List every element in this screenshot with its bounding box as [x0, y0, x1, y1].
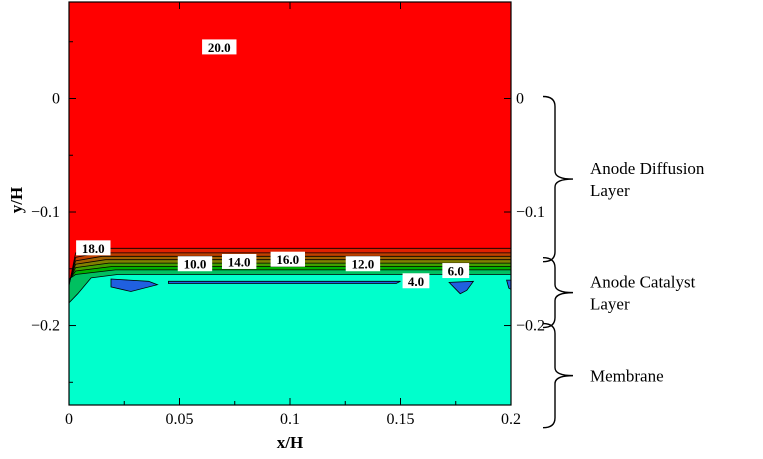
region-annotations: Anode Diffusion Layer Anode Catalyst Layer M…: [542, 95, 705, 429]
contour-labels: 20.0 18.0 10.0 14.0 16.0 12.0 4.0 6.0: [76, 39, 470, 289]
min-pocket: [448, 280, 475, 295]
axis-ticks: 0 0.05 0.1 0.15 0.2 0 −0.1 −0.2 0 −0.1 −0.2: [31, 2, 545, 428]
contour-label-box: [345, 256, 381, 272]
contour-label-box: [402, 273, 430, 289]
region-label: Anode Diffusion: [590, 159, 705, 178]
x-tick-label: 0.2: [501, 411, 521, 428]
contour-line: [69, 274, 511, 304]
contour-label: 12.0: [352, 257, 375, 272]
y-axis-title: y/H: [7, 187, 26, 213]
right-tick-label: 0: [516, 90, 524, 107]
region-label: Anode Catalyst: [590, 273, 696, 292]
low-value-region: [69, 274, 511, 405]
x-tick-label: 0.1: [280, 411, 300, 428]
contour-label-box: [177, 256, 213, 272]
region-brace: [542, 256, 574, 329]
y-tick-label: 0: [52, 90, 60, 107]
contour-label-box: [270, 251, 305, 267]
region-label: Layer: [590, 295, 630, 314]
contour-line: [69, 269, 511, 280]
contour-label: 4.0: [408, 274, 424, 289]
region-label: Membrane: [590, 367, 664, 386]
x-tick-label: 0.15: [387, 411, 415, 428]
contour-label: 14.0: [228, 254, 251, 269]
y-tick-label: −0.1: [31, 204, 60, 221]
min-pocket: [167, 280, 401, 284]
contour-label-box: [202, 39, 237, 55]
region-label: Layer: [590, 181, 630, 200]
x-axis-title: x/H: [277, 433, 303, 452]
contour-label: 10.0: [184, 257, 207, 272]
contour-line: [69, 259, 511, 283]
region-brace: [542, 95, 574, 263]
contour-label-box: [442, 263, 470, 279]
contour-label: 6.0: [448, 264, 464, 279]
contour-fills: [69, 2, 511, 405]
min-pocket: [506, 279, 511, 290]
contour-label-box: [76, 240, 111, 256]
right-tick-label: −0.1: [516, 204, 545, 221]
contour-line: [69, 266, 511, 281]
contour-label: 16.0: [276, 252, 299, 267]
region-brace: [542, 322, 574, 429]
y-tick-label: −0.2: [31, 318, 60, 335]
contour-label: 18.0: [82, 241, 105, 256]
contour-label-box: [221, 253, 257, 269]
x-tick-label: 0.05: [166, 411, 194, 428]
min-pocket: [110, 278, 159, 292]
x-tick-label: 0: [65, 411, 73, 428]
contour-line: [69, 262, 511, 282]
right-tick-label: −0.2: [516, 318, 545, 335]
contour-label: 20.0: [208, 40, 231, 55]
